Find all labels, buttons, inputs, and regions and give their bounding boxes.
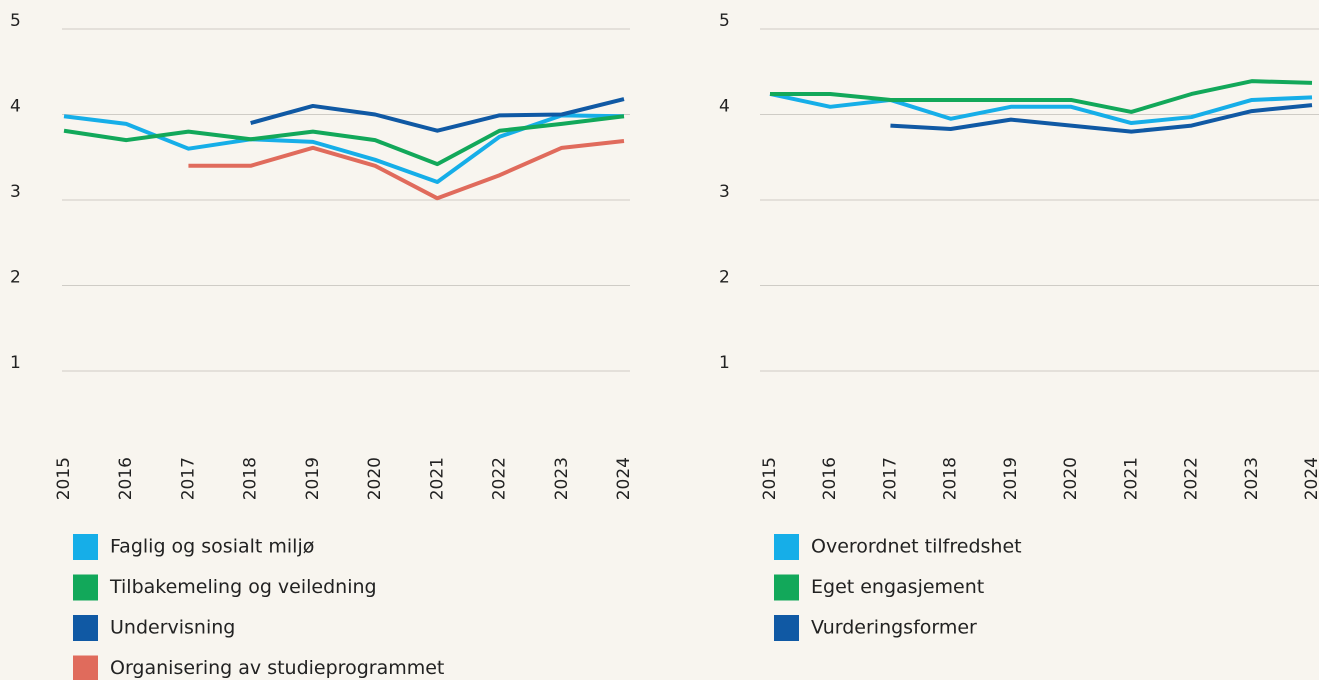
x-tick-label: 2022 [1182, 457, 1202, 500]
x-tick-label: 2015 [54, 457, 74, 500]
legend-swatch [73, 574, 98, 601]
legend-swatch [73, 615, 98, 641]
y-tick-label: 2 [719, 268, 730, 288]
legend-swatch [73, 534, 98, 560]
legend-label: Undervisning [110, 617, 235, 639]
legend-label: Eget engasjement [811, 576, 984, 598]
y-tick-label: 1 [10, 353, 21, 373]
y-tick-label: 4 [10, 97, 21, 117]
x-tick-label: 2024 [614, 457, 634, 500]
x-tick-label: 2018 [241, 457, 261, 500]
series-line [63, 114, 625, 167]
series-line [770, 79, 1313, 114]
legend-label: Vurderingsformer [811, 617, 977, 639]
y-tick-label: 3 [10, 182, 21, 202]
legend-swatch [73, 655, 98, 680]
y-tick-label: 5 [10, 11, 21, 31]
x-tick-label: 2021 [1121, 457, 1141, 500]
x-tick-label: 2020 [1061, 457, 1081, 500]
x-tick-label: 2024 [1302, 457, 1319, 500]
y-tick-label: 5 [719, 11, 730, 31]
y-tick-label: 1 [719, 353, 730, 373]
x-tick-label: 2022 [490, 457, 510, 500]
x-tick-label: 2017 [178, 457, 198, 500]
series-line [769, 92, 1313, 126]
series-line [188, 139, 625, 201]
y-tick-label: 4 [719, 97, 730, 117]
legend-label: Overordnet tilfredshet [811, 536, 1022, 558]
legend-swatch [774, 574, 799, 601]
x-tick-label: 2019 [1001, 457, 1021, 500]
series-line [890, 103, 1313, 134]
legend-label: Organisering av studieprogrammet [110, 657, 444, 679]
legend-swatch [774, 534, 799, 560]
x-tick-label: 2021 [427, 457, 447, 500]
x-tick-label: 2019 [303, 457, 323, 500]
x-tick-label: 2023 [552, 457, 572, 500]
x-tick-label: 2020 [365, 457, 385, 500]
series-line [250, 97, 625, 133]
legend-swatch [774, 615, 799, 641]
x-tick-label: 2018 [941, 457, 961, 500]
x-tick-label: 2023 [1242, 457, 1262, 500]
x-tick-label: 2016 [820, 457, 840, 500]
y-tick-label: 2 [10, 268, 21, 288]
y-tick-label: 3 [719, 182, 730, 202]
x-tick-label: 2017 [880, 457, 900, 500]
x-tick-label: 2016 [116, 457, 136, 500]
x-tick-label: 2015 [760, 457, 780, 500]
legend-label: Faglig og sosialt miljø [110, 536, 314, 558]
legend-label: Tilbakemeling og veiledning [109, 576, 377, 598]
